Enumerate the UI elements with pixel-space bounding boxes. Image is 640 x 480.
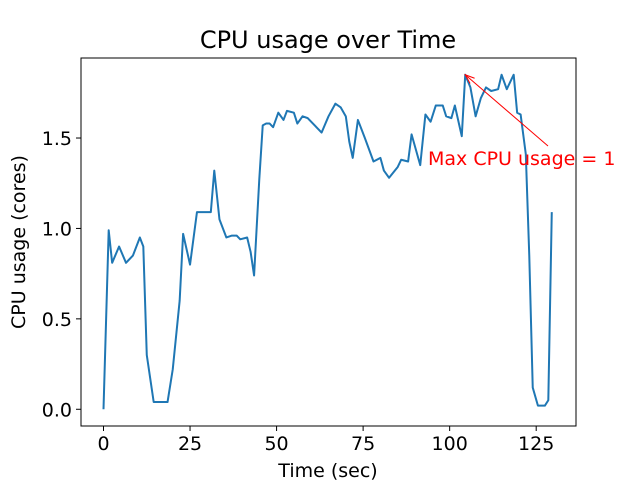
plot-frame bbox=[80, 57, 577, 427]
y-tick-label: 1.0 bbox=[42, 218, 72, 240]
x-tick-label: 0 bbox=[97, 433, 109, 455]
annotation-arrow bbox=[464, 74, 549, 147]
y-tick-label: 1.5 bbox=[42, 128, 72, 150]
annotation-arrowhead bbox=[464, 73, 475, 84]
y-axis-label: CPU usage (cores) bbox=[8, 155, 30, 329]
x-axis-label: Time (sec) bbox=[277, 460, 377, 480]
x-tick-label: 50 bbox=[264, 433, 288, 455]
y-tick-label: 0.0 bbox=[42, 399, 72, 421]
x-tick-label: 25 bbox=[178, 433, 202, 455]
x-tick-label: 100 bbox=[432, 433, 468, 455]
x-tick-label: 75 bbox=[351, 433, 375, 455]
chart-title: CPU usage over Time bbox=[200, 26, 456, 54]
y-tick-label: 0.5 bbox=[42, 309, 72, 331]
annotation-text: Max CPU usage = 1 bbox=[428, 148, 615, 170]
data-line bbox=[102, 73, 553, 410]
x-tick-label: 125 bbox=[518, 433, 554, 455]
